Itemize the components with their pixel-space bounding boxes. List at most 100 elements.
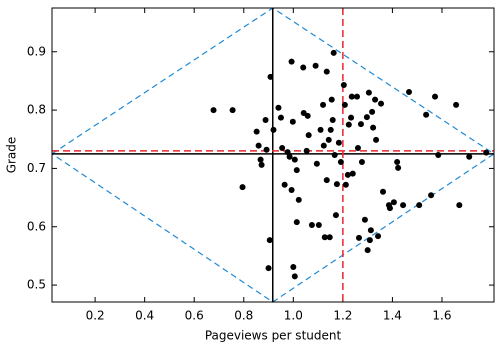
x-axis-label: Pageviews per student xyxy=(205,329,342,343)
point xyxy=(263,146,270,153)
point xyxy=(483,149,490,156)
point xyxy=(288,187,295,193)
point xyxy=(394,159,401,165)
point xyxy=(317,126,324,133)
point xyxy=(291,156,298,163)
point xyxy=(353,93,360,100)
point xyxy=(279,145,286,151)
point xyxy=(370,124,377,131)
point xyxy=(348,93,355,100)
point xyxy=(323,68,330,75)
point xyxy=(416,202,423,209)
x-tick-label: 1.2 xyxy=(333,309,352,323)
point xyxy=(428,192,435,199)
point xyxy=(380,188,387,195)
point xyxy=(289,118,296,125)
x-tick-label: 0.6 xyxy=(185,309,204,323)
point xyxy=(345,121,352,128)
point xyxy=(293,219,300,226)
point xyxy=(288,58,295,65)
y-tick-label: 0.9 xyxy=(27,44,46,58)
point xyxy=(284,149,291,156)
point xyxy=(262,117,269,123)
point xyxy=(372,96,379,103)
point xyxy=(400,202,407,209)
point xyxy=(270,126,277,133)
outline xyxy=(51,7,496,303)
point xyxy=(365,89,372,96)
point xyxy=(355,234,362,241)
y-tick-label: 0.7 xyxy=(27,161,46,175)
point xyxy=(305,132,312,139)
x-tick-label: 1.0 xyxy=(284,309,303,323)
point xyxy=(406,89,413,95)
point xyxy=(330,49,337,56)
point xyxy=(315,222,322,228)
point xyxy=(361,216,368,223)
point xyxy=(290,264,297,270)
point xyxy=(291,273,298,280)
point xyxy=(320,101,327,108)
point xyxy=(375,233,382,240)
point xyxy=(265,265,272,272)
point xyxy=(266,237,273,244)
point xyxy=(369,108,376,115)
point xyxy=(210,107,217,114)
x-tick-label: 1.6 xyxy=(432,309,451,323)
x-tick-label: 0.4 xyxy=(135,309,154,323)
point xyxy=(342,181,349,188)
x-tick-label: 0.2 xyxy=(86,309,105,323)
point xyxy=(304,112,311,119)
point xyxy=(253,128,260,135)
point xyxy=(364,247,371,254)
x-tick-label: 0.8 xyxy=(234,309,253,323)
point xyxy=(286,153,293,160)
point xyxy=(323,177,330,184)
point xyxy=(395,164,402,171)
point xyxy=(239,184,246,191)
point xyxy=(308,222,315,228)
plot-frame xyxy=(51,7,495,303)
point xyxy=(456,202,463,209)
point xyxy=(435,152,442,158)
point xyxy=(281,181,288,188)
point xyxy=(341,101,348,108)
point xyxy=(333,181,340,188)
point xyxy=(390,199,397,206)
point xyxy=(366,237,373,244)
point xyxy=(348,114,355,121)
point xyxy=(466,153,473,160)
point xyxy=(357,121,364,128)
point xyxy=(344,171,351,178)
point xyxy=(328,96,335,103)
point xyxy=(275,104,282,111)
point xyxy=(325,136,332,143)
point xyxy=(423,111,430,118)
point xyxy=(340,82,347,88)
point xyxy=(335,139,342,146)
point xyxy=(255,142,262,149)
point xyxy=(229,107,236,114)
point xyxy=(312,62,319,69)
point xyxy=(373,136,380,143)
point xyxy=(320,142,327,149)
point xyxy=(367,227,374,234)
point xyxy=(321,234,328,241)
y-tick-label: 0.5 xyxy=(27,278,46,292)
point xyxy=(293,167,300,174)
point xyxy=(326,234,333,241)
point xyxy=(349,170,356,177)
point xyxy=(453,101,460,108)
point xyxy=(331,152,338,158)
point xyxy=(327,126,334,133)
point xyxy=(329,117,336,123)
point xyxy=(354,145,361,151)
point xyxy=(386,205,393,212)
point xyxy=(432,93,439,100)
point xyxy=(277,114,284,121)
point xyxy=(267,73,274,80)
point xyxy=(358,159,365,165)
y-axis-label: Grade xyxy=(5,137,19,174)
point xyxy=(257,156,264,163)
